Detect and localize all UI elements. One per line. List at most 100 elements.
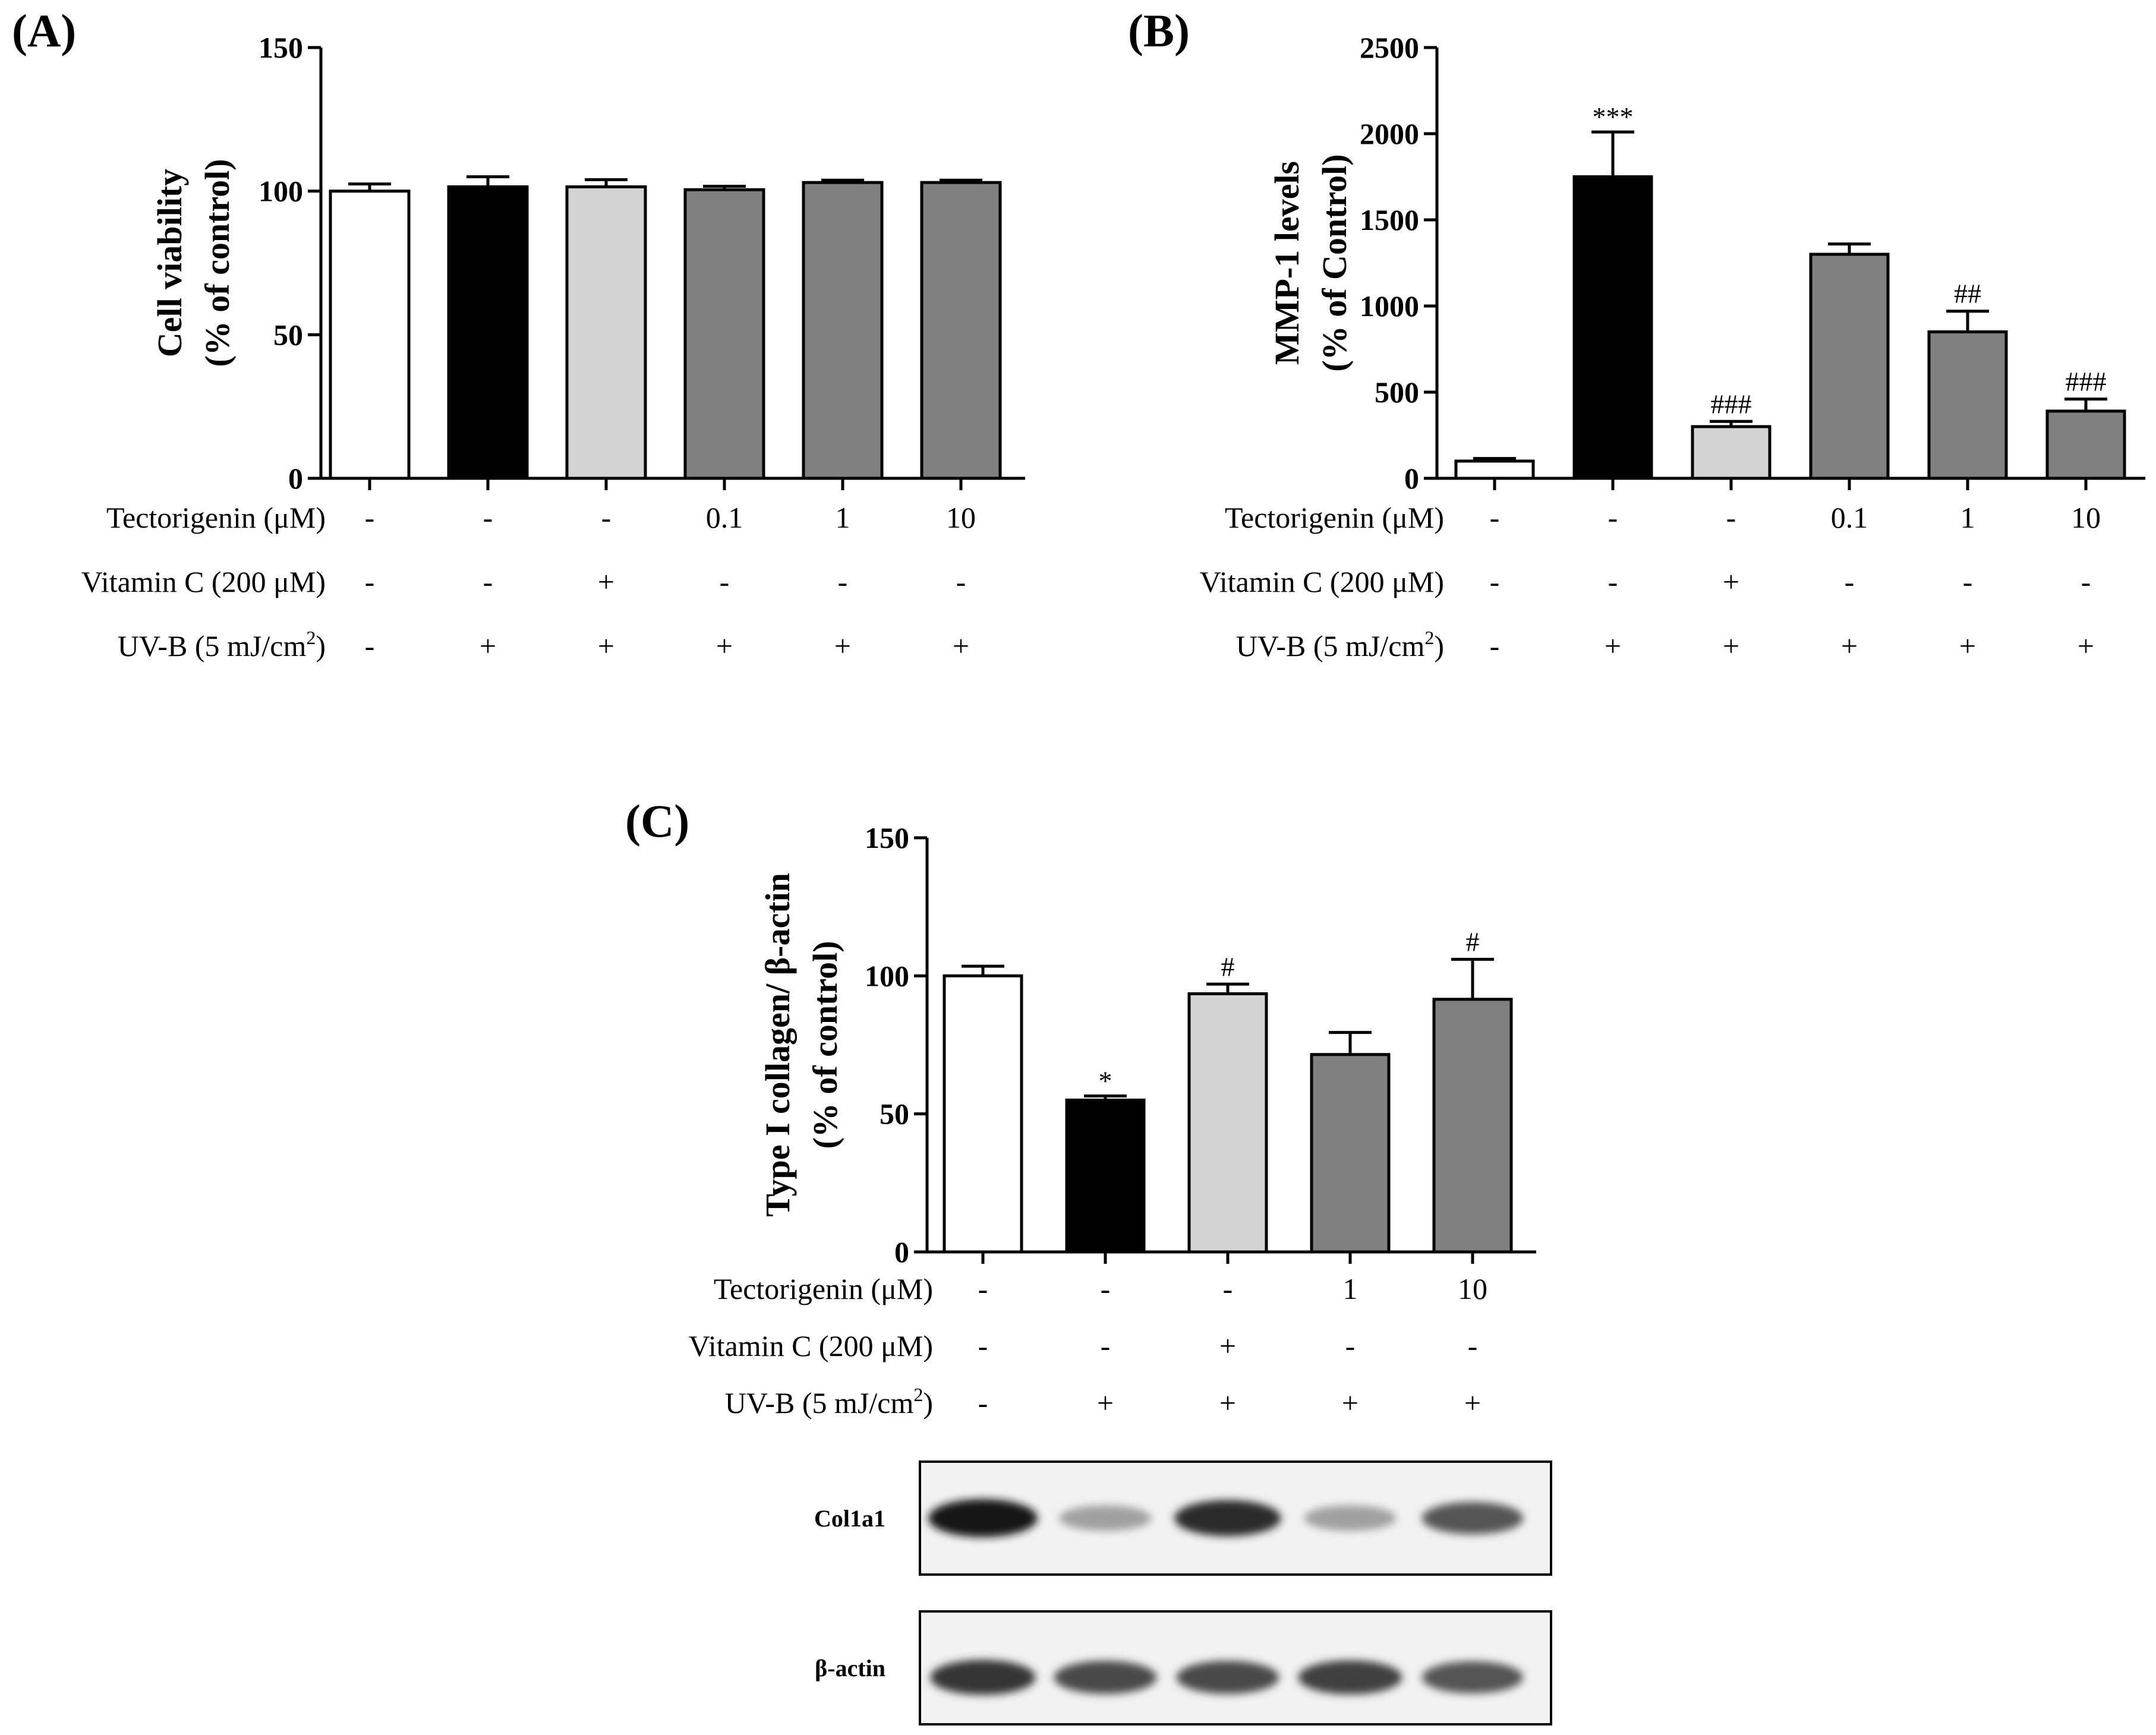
chart-0-bar	[920, 181, 1002, 480]
chart-2-condition-value: +	[1097, 1386, 1114, 1419]
chart-0-condition-value: +	[598, 629, 614, 663]
chart-0-y-axis-label: (% of control)	[198, 159, 237, 367]
chart-1-condition-label: UV-B (5 mJ/cm2)	[1236, 627, 1444, 663]
chart-2-panel-letter: (C)	[625, 795, 689, 847]
chart-1-y-axis-label: MMP-1 levels	[1268, 161, 1306, 365]
chart-2-y-tick-label: 150	[865, 821, 909, 854]
chart-2-significance-label: #	[1466, 926, 1480, 957]
chart-1-bar	[1691, 425, 1772, 480]
chart-0-condition-label-sup: 2	[306, 627, 316, 648]
chart-1-condition-label: Tectorigenin (μM)	[1225, 501, 1444, 534]
chart-2-condition-value: +	[1342, 1386, 1358, 1419]
blot-band	[1174, 1500, 1281, 1537]
chart-1-bar	[1454, 459, 1535, 480]
blot-band	[1304, 1505, 1397, 1531]
chart-1-bar	[1927, 330, 2008, 480]
chart-1-significance-label: ***	[1593, 102, 1634, 132]
chart-2-condition-value: 1	[1343, 1272, 1358, 1305]
chart-2-y-tick-label: 0	[894, 1235, 909, 1269]
chart-2-condition-label-sup: 2	[913, 1384, 923, 1405]
blot-label-1: β-actin	[815, 1655, 885, 1682]
chart-0-bar	[565, 185, 647, 480]
chart-1-condition-label-sup: 2	[1424, 627, 1434, 648]
chart-1-bar	[1572, 175, 1653, 480]
chart-1-y-tick-label: 2000	[1360, 117, 1419, 150]
chart-1-condition-value: +	[2078, 629, 2094, 663]
chart-0-condition-label: Vitamin C (200 μM)	[81, 565, 326, 598]
chart-0-condition-value: 10	[946, 501, 976, 534]
chart-1-condition-value: +	[1605, 629, 1621, 663]
chart-0-condition-label-text: Tectorigenin (μM)	[106, 501, 326, 534]
chart-1-panel-letter: (B)	[1128, 5, 1190, 56]
blot-band	[1059, 1505, 1152, 1531]
blot-band	[928, 1499, 1038, 1537]
chart-1-condition-value: +	[1723, 629, 1739, 663]
chart-0-condition-value: -	[483, 565, 493, 598]
chart-2-condition-value: +	[1464, 1386, 1481, 1419]
chart-0-y-tick-label: 50	[273, 318, 303, 351]
chart-2-condition-value: -	[978, 1272, 988, 1305]
chart-1-condition-value: +	[1959, 629, 1976, 663]
chart-2-condition-label-text: Vitamin C (200 μM)	[689, 1329, 933, 1362]
chart-2-y-axis-label: (% of control)	[806, 941, 844, 1149]
chart-0-condition-value: -	[838, 565, 848, 598]
chart-0-condition-value: -	[365, 565, 375, 598]
chart-1-condition-value: 0.1	[1831, 501, 1868, 534]
panel-b-mmp1-levels: (B) 0 500 1000 1500 2000 2500 MMP-1 levels (% of…	[1128, 5, 2145, 663]
chart-1-condition-value: -	[1726, 501, 1736, 534]
chart-0-condition-value: -	[720, 565, 730, 598]
chart-0-condition-label: Tectorigenin (μM)	[106, 501, 326, 534]
chart-0-y-axis-label: Cell viability	[150, 169, 189, 357]
blot-band	[1054, 1661, 1157, 1694]
chart-1-condition-value: 1	[1960, 501, 1975, 534]
chart-1-condition-label-text: UV-B (5 mJ/cm	[1236, 629, 1425, 663]
chart-2-condition-value: -	[1101, 1272, 1111, 1305]
chart-1-y-tick-label: 2500	[1360, 31, 1419, 64]
chart-2-condition-value: +	[1219, 1329, 1236, 1362]
chart-2-condition-value: -	[1223, 1272, 1233, 1305]
chart-1-y-tick-label: 1000	[1360, 289, 1419, 323]
chart-0-condition-value: +	[834, 629, 851, 663]
chart-2-condition-value: -	[978, 1386, 988, 1419]
chart-1-condition-label-text: Vitamin C (200 μM)	[1200, 565, 1444, 598]
chart-1-condition-value: -	[1608, 565, 1618, 598]
chart-1-bar	[1809, 253, 1890, 480]
chart-0-condition-value: 1	[836, 501, 850, 534]
chart-1-bar	[2045, 409, 2126, 480]
chart-1-y-axis-label: (% of Control)	[1315, 154, 1354, 371]
chart-1-y-tick-label: 1500	[1360, 203, 1419, 236]
chart-0-bar	[683, 188, 765, 480]
chart-0-condition-value: +	[598, 565, 614, 598]
blot-band	[1298, 1660, 1402, 1695]
chart-1-y-tick-label: 0	[1404, 462, 1419, 495]
chart-0-condition-value: +	[953, 629, 969, 663]
chart-2-condition-label: Vitamin C (200 μM)	[689, 1329, 933, 1362]
chart-1-y-tick-label: 500	[1375, 376, 1419, 409]
chart-0-condition-value: 0.1	[706, 501, 743, 534]
chart-0-bar	[802, 181, 884, 480]
blot-label-0: Col1a1	[814, 1505, 885, 1532]
chart-1-condition-value: -	[1490, 629, 1500, 663]
chart-2-y-tick-label: 50	[880, 1097, 909, 1131]
chart-2-bar	[1065, 1098, 1146, 1254]
chart-0-condition-label-text: UV-B (5 mJ/cm	[118, 629, 307, 663]
blot-band	[930, 1660, 1036, 1695]
chart-2-condition-value: +	[1219, 1386, 1236, 1419]
panel-a-cell-viability: (A) 0 50 100 150 Cell viability (% of control)…	[12, 5, 1025, 663]
chart-1-condition-label-end: )	[1434, 629, 1444, 663]
western-blots: Col1a1 β-actin	[814, 1460, 1552, 1725]
chart-2-condition-label-text: Tectorigenin (μM)	[714, 1272, 933, 1305]
chart-0-condition-value: -	[956, 565, 966, 598]
chart-1-significance-label: ###	[2066, 367, 2107, 397]
chart-0-condition-value: -	[601, 501, 612, 534]
chart-1-condition-value: -	[1845, 565, 1855, 598]
chart-0-condition-value: -	[365, 501, 375, 534]
chart-2-condition-label: Tectorigenin (μM)	[714, 1272, 933, 1305]
chart-2-condition-label-end: )	[923, 1386, 933, 1419]
blot-band	[1421, 1501, 1524, 1535]
chart-2-condition-label-text: UV-B (5 mJ/cm	[725, 1386, 914, 1419]
chart-2-y-axis-label: Type I collagen/ β-actin	[758, 873, 797, 1217]
chart-0-bar	[329, 190, 411, 480]
chart-1-condition-value: 10	[2071, 501, 2101, 534]
